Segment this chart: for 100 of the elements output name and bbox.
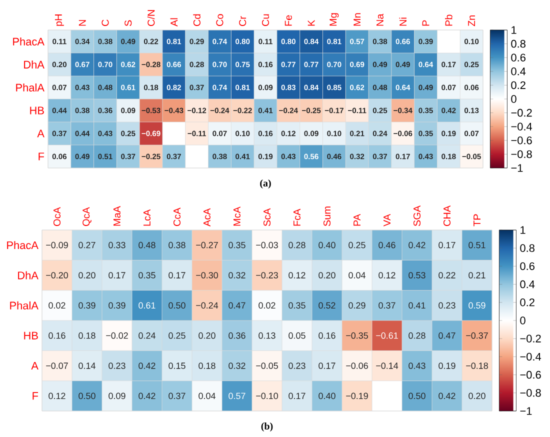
data-label: 0.46: [378, 242, 396, 248]
data-label: −0.03: [256, 242, 278, 248]
x-tick-label: CcA: [173, 208, 181, 226]
data-label: 0.38: [168, 242, 186, 248]
x-tick-label: Zn: [468, 16, 475, 26]
text: (a): [260, 180, 271, 189]
data-label: 0.40: [318, 242, 336, 248]
x-tick-label: C: [102, 20, 109, 26]
data-label: −0.20: [46, 272, 68, 278]
x-tick-label: C/N: [147, 10, 155, 26]
data-label: 0.50: [78, 392, 96, 400]
x-tick-label: MaA: [114, 206, 120, 226]
data-label: 0.17: [288, 392, 306, 400]
data-label: 0.57: [228, 392, 246, 400]
x-tick-label: Pb: [445, 14, 452, 26]
data-label: 0.17: [438, 242, 456, 248]
y-tick-label: F: [38, 152, 44, 160]
x-tick-label: Mn: [354, 13, 361, 26]
data-label: 0.42: [138, 362, 156, 369]
data-label: 0.18: [198, 362, 216, 369]
data-label: 0.23: [288, 362, 306, 369]
data-label: 0.39: [78, 302, 96, 309]
y-tick-label: HB: [24, 332, 38, 340]
text: (b): [261, 422, 273, 432]
color-bar-label: −0.6: [520, 370, 541, 379]
x-tick-label: Cd: [193, 14, 200, 26]
data-label: 0.40: [318, 392, 336, 400]
data-label: −0.06: [346, 362, 368, 369]
color-bar-label: 0: [520, 316, 526, 324]
data-label: −0.09: [46, 242, 68, 248]
data-label: 0.41: [408, 302, 426, 309]
data-label: −0.14: [376, 362, 398, 369]
data-label: 0.59: [468, 302, 486, 309]
color-bar-label: −0.4: [520, 352, 542, 361]
data-label: 0.16: [318, 332, 336, 339]
color-bar-label: 0: [511, 95, 516, 103]
x-tick-label: ScA: [263, 208, 271, 226]
data-label: 0.17: [168, 272, 186, 278]
data-label: −0.27: [196, 242, 218, 248]
data-label: 0.32: [228, 272, 246, 278]
data-label: 0.17: [318, 362, 336, 369]
data-label: −0.19: [346, 392, 368, 400]
y-tick-label: A: [31, 362, 38, 370]
data-label: 0.20: [78, 272, 96, 278]
x-tick-label: Cr: [239, 16, 246, 26]
y-tick-label: DhA: [24, 60, 44, 68]
data-label: 0.23: [438, 302, 456, 309]
color-bar-label: −0.2: [520, 334, 541, 342]
x-tick-label: LcA: [144, 209, 150, 226]
color-bar-label: 0.4: [511, 68, 526, 76]
x-tick-label: Fe: [284, 15, 292, 26]
x-tick-label: pH: [54, 14, 64, 26]
x-tick-label: Mg: [330, 13, 339, 26]
data-label: 0.29: [348, 302, 366, 309]
color-bar-label: 0.4: [520, 280, 535, 288]
data-label: −0.10: [256, 392, 278, 400]
data-label: 0.50: [408, 392, 426, 400]
color-bar-label: −0.8: [511, 150, 532, 158]
data-label: 0.12: [48, 392, 66, 400]
data-label: 0.37: [168, 392, 186, 400]
data-label: 0.17: [108, 272, 126, 278]
color-bar-label: −0.8: [520, 389, 541, 397]
data-label: 0.09: [108, 392, 126, 400]
data-label: 0.18: [78, 332, 96, 339]
x-tick-label: CHA: [443, 205, 451, 226]
data-label: 0.35: [228, 242, 246, 248]
y-tick-label: F: [32, 392, 38, 400]
data-label: 0.33: [108, 242, 126, 248]
data-label: 0.13: [258, 332, 276, 339]
data-label: −0.02: [106, 332, 128, 339]
x-tick-label: PA: [354, 214, 360, 226]
data-label: 0.04: [198, 392, 216, 400]
data-label: 0.43: [408, 362, 426, 369]
y-tick-label: A: [37, 130, 44, 138]
color-bar-label: −1: [520, 407, 532, 415]
data-label: −0.23: [256, 272, 278, 278]
data-label: 0.36: [228, 332, 246, 339]
data-label: 0.21: [468, 272, 486, 278]
color-bar-label: −0.4: [511, 122, 532, 130]
data-label: 0.61: [138, 302, 156, 309]
data-label: 0.35: [288, 302, 306, 309]
x-tick-label: Ni: [399, 18, 406, 26]
data-label: 0.39: [108, 302, 126, 309]
x-tick-label: VA: [384, 214, 390, 226]
data-label: −0.61: [376, 332, 398, 339]
data-label: 0.23: [108, 362, 126, 369]
color-bar-label: −1: [511, 164, 523, 172]
y-tick-label: PhalA: [16, 83, 44, 92]
x-tick-label: Cu: [262, 14, 270, 26]
x-tick-label: McA: [234, 206, 240, 226]
data-label: 0.14: [78, 362, 96, 369]
data-label: −0.18: [466, 362, 488, 369]
x-tick-label: QcA: [82, 207, 92, 226]
data-label: 0.20: [198, 332, 216, 339]
x-tick-label: P: [422, 20, 430, 26]
x-tick-label: Co: [216, 14, 224, 26]
y-tick-label: DhA: [18, 271, 38, 280]
data-label: 0.50: [168, 302, 186, 309]
color-bar-label: 0.6: [511, 54, 526, 62]
data-label: 0.48: [138, 242, 156, 248]
